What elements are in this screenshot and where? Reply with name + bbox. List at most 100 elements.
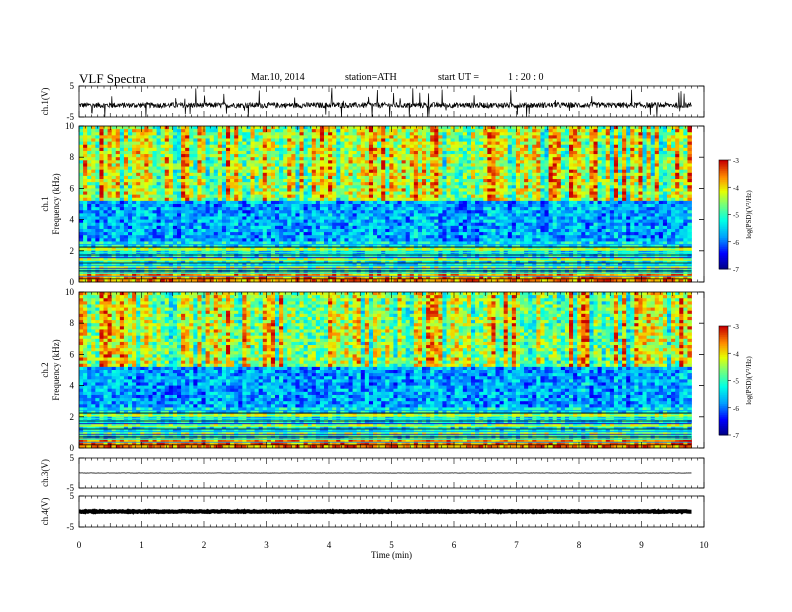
spectrogram-cell [520, 150, 525, 155]
spectrogram-cell [487, 157, 492, 161]
spectrogram-cell [258, 200, 264, 205]
spectrogram-cell [364, 154, 370, 158]
spectrogram-cell [426, 222, 431, 227]
spectrogram-cell [540, 160, 545, 164]
spectrogram-cell [471, 204, 476, 208]
spectrogram-cell [91, 135, 96, 139]
spectrogram-cell [234, 163, 239, 167]
spectrogram-cell [152, 163, 157, 167]
spectrogram-cell [115, 204, 121, 208]
spectrogram-cell [597, 147, 603, 152]
spectrogram-cell [389, 204, 394, 208]
spectrogram-cell [348, 169, 353, 174]
spectrogram-cell [442, 216, 447, 220]
spectrogram-cell [258, 210, 264, 214]
spectrogram-cell [426, 200, 431, 205]
spectrogram-cell [332, 213, 337, 217]
spectrogram-cell [352, 210, 358, 214]
spectrogram-cell [613, 182, 619, 186]
spectrogram-cell [393, 132, 398, 136]
spectrogram-cell [405, 219, 411, 224]
spectrogram-cell [422, 204, 427, 208]
spectrogram-cell [221, 194, 227, 199]
spectrogram-cell [328, 197, 333, 202]
spectrogram-cell [560, 172, 566, 177]
spectrogram-cell [609, 210, 615, 214]
spectrogram-cell [213, 179, 219, 183]
spectrogram-cell [405, 188, 411, 192]
spectrogram-cell [581, 154, 586, 158]
spectrogram-cell [87, 147, 92, 152]
spectrogram-cell [626, 166, 631, 171]
spectrogram-cell [605, 147, 611, 152]
spectrogram-cell [291, 157, 296, 161]
spectrogram-cell [393, 185, 398, 189]
spectrogram-cell [140, 207, 145, 211]
spectrogram-cell [401, 150, 407, 155]
spectrogram-cell [172, 129, 178, 133]
spectrogram-cell [524, 129, 529, 133]
spectrogram-cell [303, 200, 309, 205]
spectrogram-cell [270, 185, 276, 189]
spectrogram-cell [238, 207, 243, 211]
spectrogram-cell [499, 160, 505, 164]
spectrogram-cell [307, 126, 313, 130]
spectrogram-cell [230, 197, 235, 202]
spectrogram-cell [618, 210, 623, 214]
spectrogram-cell [373, 163, 378, 167]
spectrogram-cell [336, 141, 341, 146]
spectrogram-cell [238, 188, 243, 192]
spectrogram-cell [675, 150, 680, 155]
spectrogram-cell [630, 132, 635, 136]
spectrogram-cell [442, 219, 447, 224]
spectrogram-cell [552, 179, 558, 183]
spectrogram-cell [642, 132, 647, 136]
spectrogram-cell [446, 147, 451, 152]
spectrogram-cell [548, 213, 554, 217]
spectrogram-cell [646, 129, 652, 133]
spectrogram-cell [270, 204, 276, 208]
spectrogram-cell [585, 207, 590, 211]
spectrogram-cell [254, 166, 260, 171]
spectrogram-cell [201, 138, 206, 142]
spectrogram-cell [389, 150, 394, 155]
spectrogram-cell [275, 179, 280, 183]
spectrogram-cell [381, 219, 386, 224]
spectrogram-cell [238, 135, 243, 139]
spectrogram-cell [336, 222, 341, 227]
spectrogram-cell [205, 216, 211, 220]
spectrogram-cell [287, 138, 292, 142]
spectrogram-cell [426, 207, 431, 211]
spectrogram-cell [193, 216, 198, 220]
spectrogram-cell [181, 179, 186, 183]
spectrogram-cell [336, 210, 341, 214]
spectrogram-cell [573, 150, 578, 155]
spectrogram-cell [687, 150, 692, 155]
spectrogram-cell [397, 150, 402, 155]
spectrogram-cell [471, 197, 476, 202]
spectrogram-cell [328, 182, 333, 186]
spectrogram-cell [352, 197, 358, 202]
spectrogram-cell [658, 194, 664, 199]
spectrogram-cell [246, 129, 251, 133]
spectrogram-cell [311, 191, 317, 196]
spectrogram-cell [560, 200, 566, 205]
spectrogram-cell [270, 219, 276, 224]
spectrogram-cell [589, 213, 594, 217]
spectrogram-cell [209, 141, 215, 146]
spectrogram-cell [250, 182, 255, 186]
spectrogram-cell [622, 204, 627, 208]
spectrogram-cell [585, 194, 590, 199]
spectrogram-cell [91, 166, 96, 171]
spectrogram-cell [597, 191, 603, 196]
spectrogram-cell [528, 147, 533, 152]
spectrogram-cell [99, 157, 104, 161]
spectrogram-cell [471, 126, 476, 130]
spectrogram-cell [613, 150, 619, 155]
spectrogram-cell [136, 197, 141, 202]
spectrogram-cell [213, 144, 219, 149]
spectrogram-cell [185, 213, 190, 217]
spectrogram-cell [254, 169, 260, 174]
spectrogram-cell [638, 126, 643, 130]
spectrogram-cell [630, 179, 635, 183]
